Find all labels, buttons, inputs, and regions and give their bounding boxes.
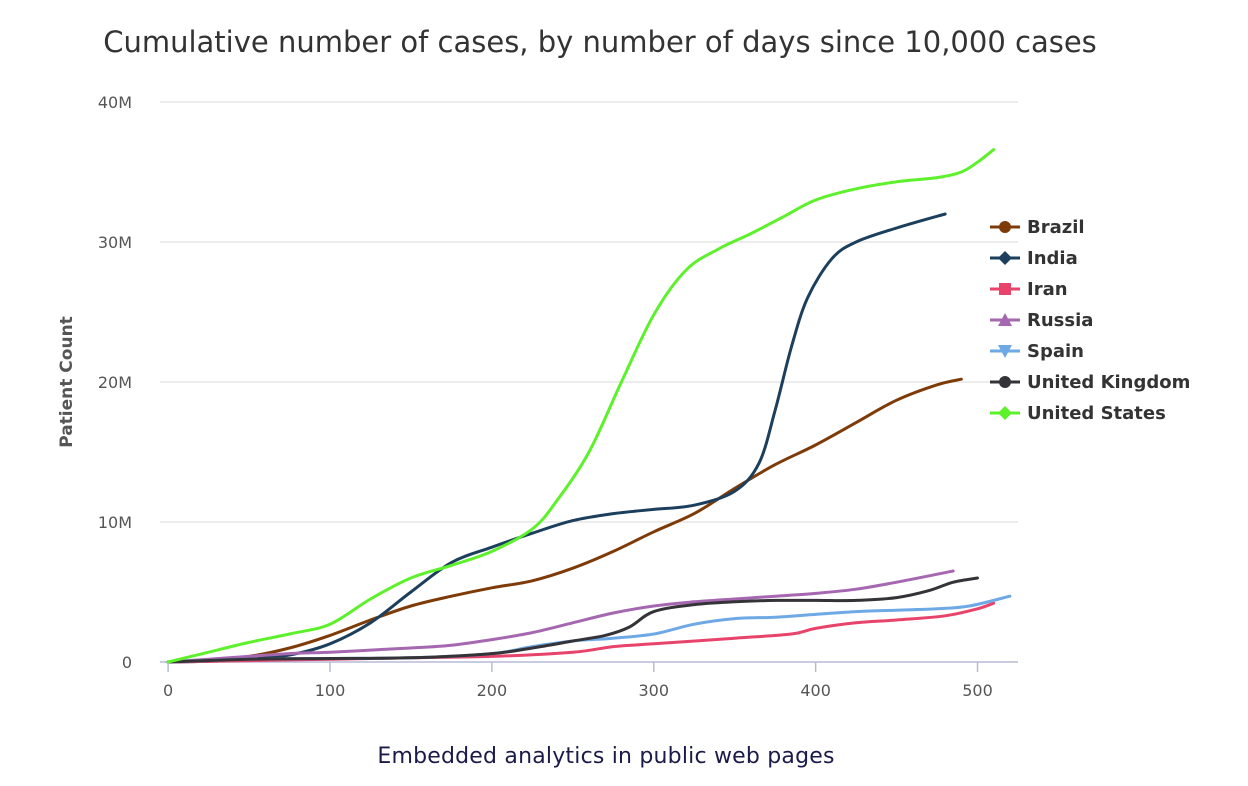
legend-marker-united-states (998, 406, 1012, 420)
legend-label-united-states: United States (1027, 403, 1166, 424)
legend-item-united-kingdom[interactable]: United Kingdom (990, 372, 1190, 393)
x-tick-label: 500 (962, 681, 993, 700)
legend-marker-brazil (999, 221, 1011, 233)
legend-label-russia: Russia (1027, 310, 1093, 331)
x-tick-label: 300 (638, 681, 669, 700)
legend-marker-india (998, 251, 1012, 265)
legend-item-spain[interactable]: Spain (990, 341, 1084, 362)
legend-item-brazil[interactable]: Brazil (990, 217, 1085, 238)
legend-item-united-states[interactable]: United States (990, 403, 1166, 424)
chart-title: Cumulative number of cases, by number of… (103, 25, 1097, 59)
x-tick-label: 0 (163, 681, 173, 700)
gridlines (160, 101, 1018, 523)
legend-item-iran[interactable]: Iran (990, 279, 1068, 300)
series-line-united-kingdom[interactable] (166, 576, 979, 664)
series-line-brazil[interactable] (166, 377, 963, 664)
legend-item-india[interactable]: India (990, 248, 1078, 269)
legend-marker-spain (998, 345, 1012, 358)
legend-label-united-kingdom: United Kingdom (1027, 372, 1190, 393)
legend-marker-united-kingdom (999, 376, 1011, 388)
x-tick-label: 400 (800, 681, 831, 700)
y-tick-label: 20M (98, 373, 132, 392)
series-line-russia[interactable] (166, 569, 955, 664)
page-caption: Embedded analytics in public web pages (377, 744, 835, 769)
y-tick-label: 0 (122, 653, 132, 672)
legend-label-iran: Iran (1027, 279, 1068, 300)
series-line-united-states[interactable] (166, 148, 996, 664)
line-chart: Cumulative number of cases, by number of… (57, 25, 1190, 700)
legend-label-spain: Spain (1027, 341, 1084, 362)
series-line-india[interactable] (166, 212, 947, 664)
legend-marker-russia (998, 313, 1012, 326)
legend-label-india: India (1027, 248, 1078, 269)
axes: 0 10M 20M 30M 40M 0 100 200 300 400 500 (98, 93, 1018, 700)
y-tick-label: 10M (98, 513, 132, 532)
legend-item-russia[interactable]: Russia (990, 310, 1093, 331)
y-axis-title: Patient Count (57, 316, 77, 448)
y-tick-label: 30M (98, 233, 132, 252)
x-tick-label: 100 (315, 681, 346, 700)
legend-label-brazil: Brazil (1027, 217, 1085, 238)
legend-marker-iran (999, 283, 1011, 295)
legend: Brazil India Iran Russia Spain United Kingdom… (990, 217, 1190, 424)
x-tick-label: 200 (477, 681, 508, 700)
y-tick-label: 40M (98, 93, 132, 112)
plot-area (166, 148, 1012, 664)
